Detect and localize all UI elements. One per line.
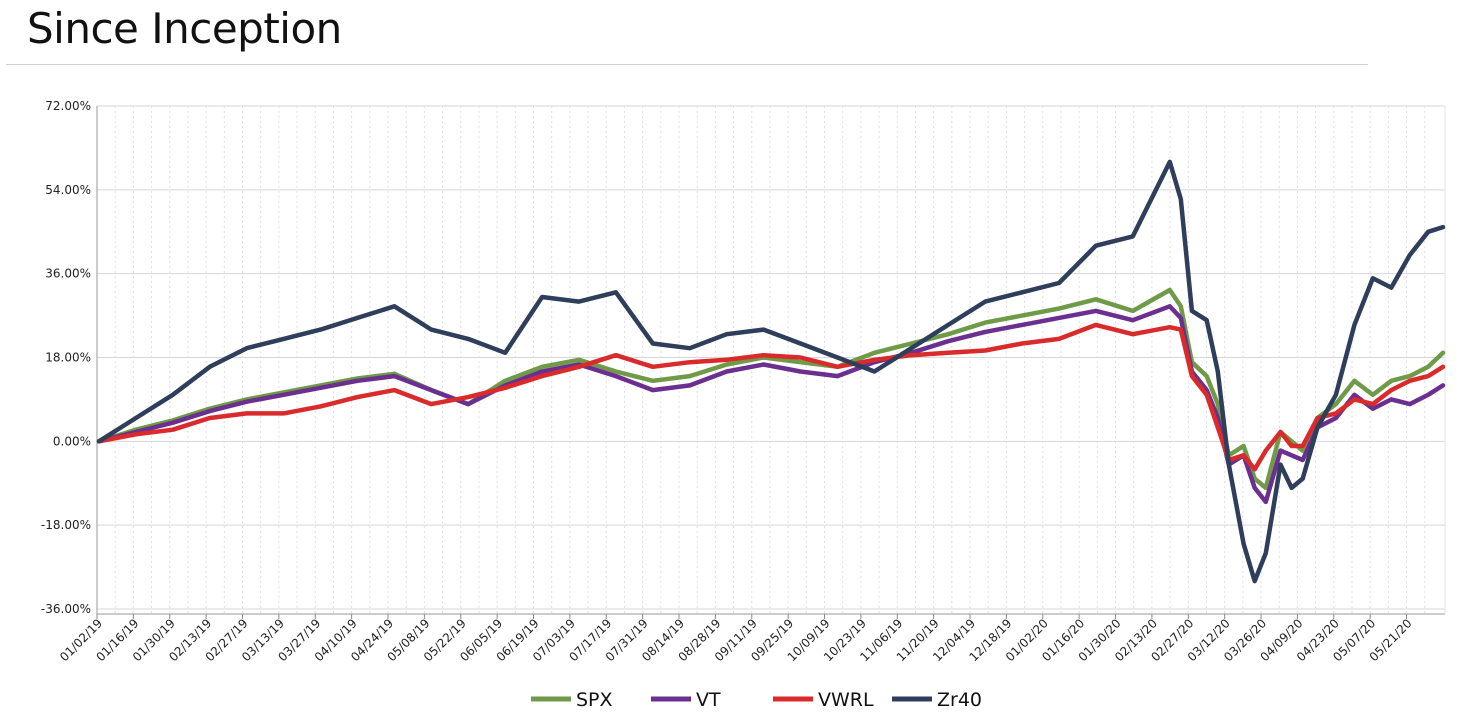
x-axis-ticks: 01/02/1901/16/1901/30/1902/13/1902/27/19… <box>57 614 1415 664</box>
y-tick-label: 36.00% <box>45 267 91 281</box>
series-line-zr40 <box>96 159 1446 584</box>
series-line-spx <box>96 287 1446 491</box>
y-tick-label: 72.00% <box>45 99 91 113</box>
y-tick-label: 18.00% <box>45 351 91 365</box>
grid-lines <box>97 105 1445 614</box>
y-tick-label: -36.00% <box>41 602 91 616</box>
page-title: Since Inception <box>27 4 342 53</box>
series-lines <box>96 159 1446 584</box>
legend-label-zr40: Zr40 <box>937 689 982 711</box>
axes <box>96 106 1446 615</box>
title-divider <box>6 64 1368 65</box>
legend-label-vt: VT <box>696 689 721 711</box>
legend: SPX VT VWRL Zr40 <box>531 689 982 711</box>
y-tick-label: 0.00% <box>53 434 91 448</box>
y-tick-label: -18.00% <box>41 518 91 532</box>
y-axis-ticks: 72.00% 54.00% 36.00% 18.00% 0.00% -18.00% -36.… <box>41 99 91 616</box>
legend-label-vwrl: VWRL <box>818 689 874 711</box>
series-line-vwrl <box>96 322 1446 472</box>
legend-label-spx: SPX <box>576 689 613 711</box>
y-tick-label: 54.00% <box>45 183 91 197</box>
series-line-vt <box>96 304 1446 505</box>
